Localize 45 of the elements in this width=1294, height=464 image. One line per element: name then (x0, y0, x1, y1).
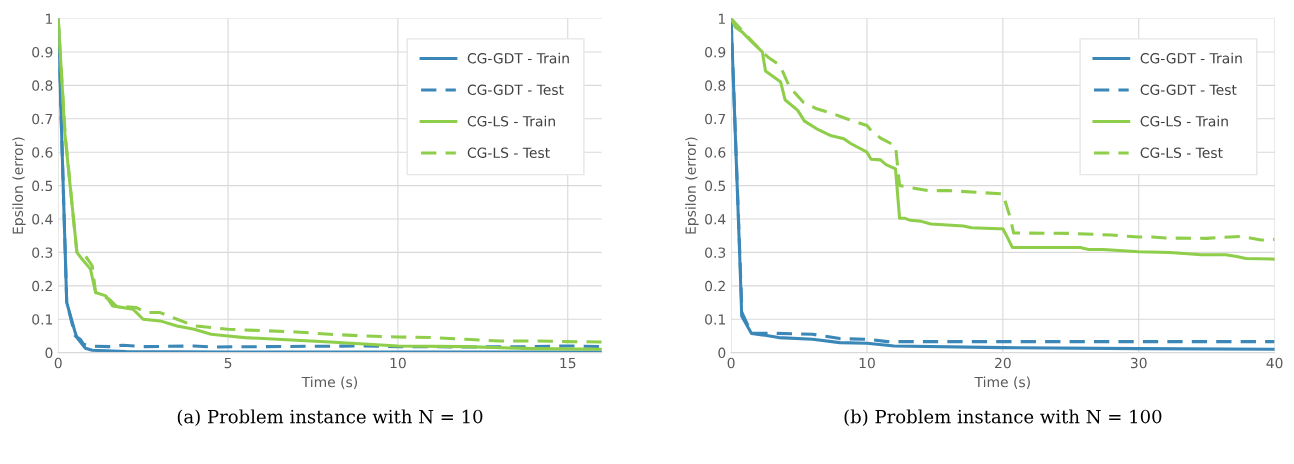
y-tick-label: 0.6 (705, 147, 726, 158)
legend-label: CG-LS - Train (1140, 115, 1228, 127)
text: (a) Problem instance with N = 10 (177, 409, 483, 426)
y-tick-label: 0.1 (32, 314, 53, 325)
legend-label: CG-GDT - Test (1140, 84, 1237, 95)
y-tick-label: 0 (45, 347, 53, 359)
x-tick-label: 0 (727, 357, 735, 369)
y-tick-label: 0.3 (32, 247, 53, 258)
y-tick-label: 0.5 (705, 180, 726, 192)
y-axis-title: Epsilon (error) (12, 137, 26, 234)
x-tick-label: 40 (1266, 357, 1283, 369)
x-tick-label: 0 (54, 357, 62, 369)
y-tick-label: 0.1 (705, 314, 725, 325)
y-tick-label: 0.8 (32, 80, 53, 91)
y-tick-label: 0.9 (32, 46, 53, 58)
y-tick-label: 0.4 (705, 213, 726, 225)
text: (b) Problem instance with N = 100 (844, 409, 1162, 426)
y-tick-label: 0.4 (32, 213, 53, 225)
y-tick-label: 0.5 (32, 180, 53, 192)
y-tick-label: 0.7 (705, 113, 726, 125)
legend-label: CG-GDT - Test (467, 84, 564, 95)
x-axis-title: Time (s) (301, 376, 358, 389)
legend-label: CG-LS - Train (467, 115, 555, 127)
x-tick-label: 20 (995, 357, 1011, 369)
y-tick-label: 0.2 (705, 280, 725, 292)
y-tick-label: 0.6 (32, 147, 53, 158)
legend-label: CG-GDT - Train (467, 52, 569, 64)
y-tick-label: 0.9 (705, 46, 726, 58)
y-tick-label: 0.8 (705, 80, 726, 91)
legend-label: CG-GDT - Train (1140, 52, 1242, 64)
x-axis-title: Time (s) (974, 376, 1030, 389)
x-tick-label: 30 (1130, 357, 1147, 369)
x-tick-label: 10 (859, 357, 875, 369)
y-axis-title: Epsilon (error) (685, 137, 699, 234)
y-tick-label: 0.3 (705, 247, 726, 258)
y-tick-label: 0.2 (32, 280, 52, 292)
legend-label: CG-LS - Test (467, 147, 550, 158)
x-tick-label: 10 (390, 357, 406, 369)
x-tick-label: 5 (224, 357, 232, 369)
y-tick-label: 0 (718, 347, 726, 359)
y-tick-label: 1 (46, 13, 53, 24)
x-tick-label: 15 (560, 357, 576, 369)
y-tick-label: 1 (718, 13, 725, 24)
legend-label: CG-LS - Test (1140, 147, 1223, 158)
y-tick-label: 0.7 (32, 113, 53, 125)
